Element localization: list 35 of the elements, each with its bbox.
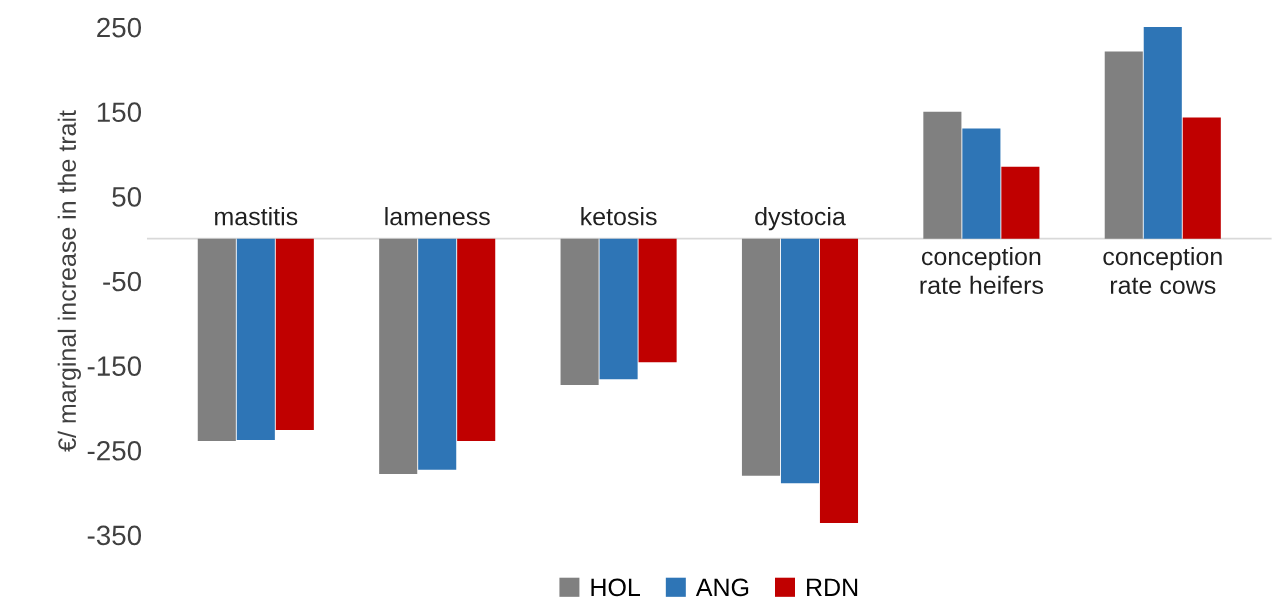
bar xyxy=(923,111,962,239)
x-tick-label: conception rate heifers xyxy=(920,246,1044,295)
y-tick-label: 150 xyxy=(97,102,142,123)
bar xyxy=(1001,166,1040,239)
bar xyxy=(962,128,1001,239)
x-tick-label: dystocia xyxy=(755,207,846,231)
bar xyxy=(457,238,496,441)
y-tick-label: 250 xyxy=(97,17,142,38)
bar xyxy=(1143,27,1182,239)
bar xyxy=(819,238,859,524)
bar xyxy=(275,238,314,430)
bar xyxy=(599,238,638,380)
legend-label: ANG xyxy=(695,578,749,597)
x-tick-label: ketosis xyxy=(581,207,657,226)
y-tick-label: -150 xyxy=(87,356,142,376)
bar xyxy=(379,238,418,474)
y-tick-label: -50 xyxy=(103,271,142,292)
bar xyxy=(1104,51,1143,239)
y-tick-label: 50 xyxy=(112,187,142,207)
bar xyxy=(1182,117,1221,239)
legend-label: HOL xyxy=(591,578,640,597)
x-tick-label: mastitis xyxy=(215,207,298,226)
bar xyxy=(638,238,677,363)
bar xyxy=(741,238,781,476)
x-tick-label: conception rate cows xyxy=(1103,246,1222,295)
y-axis-title: €/ marginal increase in the trait xyxy=(57,110,81,452)
y-tick-label: -250 xyxy=(87,440,142,461)
bar xyxy=(780,238,820,484)
y-tick-label: -350 xyxy=(87,525,142,546)
bar xyxy=(197,238,236,441)
bar xyxy=(236,238,275,441)
bar xyxy=(418,238,457,470)
x-tick-label: lameness xyxy=(385,207,490,226)
legend-label: RDN xyxy=(807,578,858,596)
bar xyxy=(560,238,599,386)
